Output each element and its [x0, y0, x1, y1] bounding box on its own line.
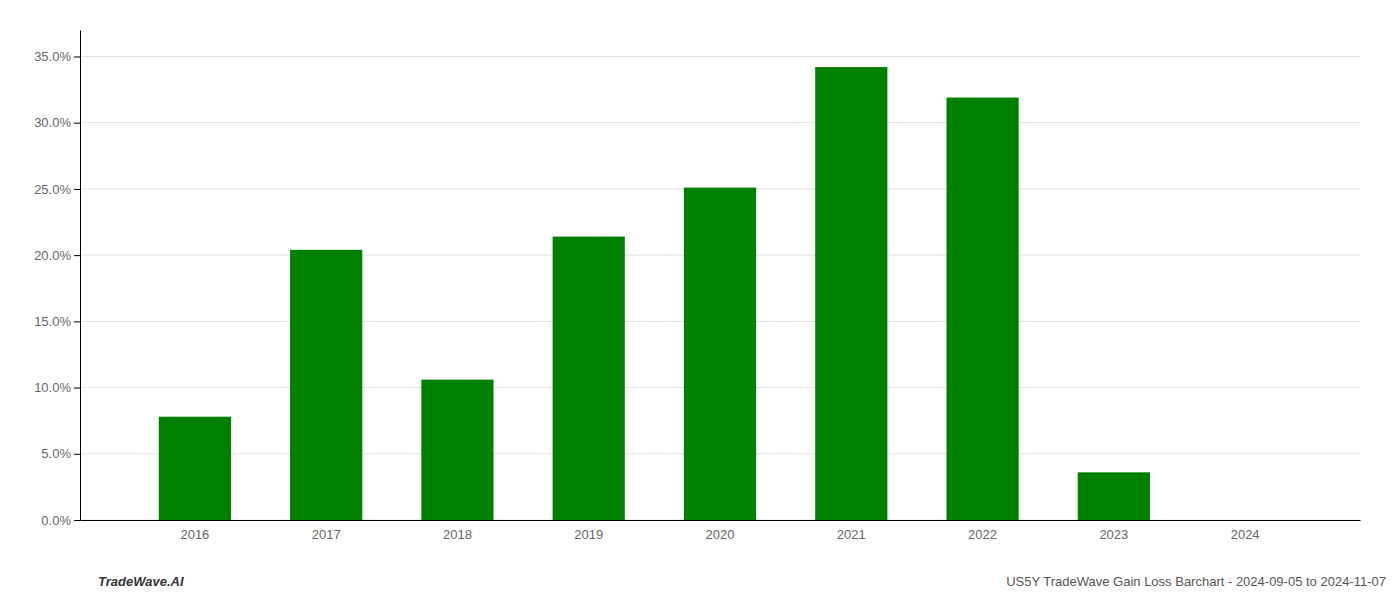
- tick: 2020: [706, 527, 735, 542]
- grid: [80, 56, 1360, 520]
- bar: [290, 250, 362, 520]
- tick-mark: [74, 520, 80, 521]
- tick-label: 10.0%: [34, 380, 71, 395]
- bar: [684, 188, 756, 520]
- axis-line: [80, 31, 81, 521]
- bar: [946, 98, 1018, 520]
- tick: 5.0%: [41, 446, 80, 461]
- tick-label: 2024: [1231, 527, 1260, 542]
- tick-label: 2017: [312, 527, 341, 542]
- x-axis: 2016 2017 2018 2019 2020 2021 2022 2023 2024: [81, 521, 1361, 543]
- tick-mark: [74, 388, 80, 389]
- bar: [553, 237, 625, 520]
- tick-label: 2022: [968, 527, 997, 542]
- tick-mark: [74, 189, 80, 190]
- tick: 2017: [312, 527, 341, 542]
- tick: 2023: [1099, 527, 1128, 542]
- tick: 2024: [1231, 527, 1260, 542]
- bar: [1209, 520, 1281, 521]
- tick-label: 30.0%: [34, 115, 71, 130]
- tick-label: 2019: [574, 527, 603, 542]
- tick: 35.0%: [34, 49, 80, 64]
- chart: 0.0% 5.0% 10.0% 15.0% 20.0% 25.0% 30.0% 35.0% 20…: [0, 0, 1400, 600]
- tick-mark: [74, 255, 80, 256]
- tick-mark: [74, 321, 80, 322]
- bars: [159, 67, 1150, 520]
- tick-label: 15.0%: [34, 314, 71, 329]
- tick-label: 20.0%: [34, 248, 71, 263]
- bar: [159, 417, 231, 520]
- y-axis: 0.0% 5.0% 10.0% 15.0% 20.0% 25.0% 30.0% 35.0%: [34, 31, 80, 528]
- tick: 10.0%: [34, 380, 80, 395]
- tick: 2019: [574, 527, 603, 542]
- grid-line: [80, 56, 1360, 57]
- plot: 0.0% 5.0% 10.0% 15.0% 20.0% 25.0% 30.0% 35.0% 20…: [34, 31, 1360, 543]
- tick-label: 25.0%: [34, 182, 71, 197]
- tick-mark: [74, 123, 80, 124]
- tick-label: 2018: [443, 527, 472, 542]
- tick: 2022: [968, 527, 997, 542]
- tick-mark: [74, 56, 80, 57]
- bar: [421, 380, 493, 520]
- tick: 20.0%: [34, 248, 80, 263]
- tick-label: 2021: [837, 527, 866, 542]
- bar: [815, 67, 887, 520]
- tick: 30.0%: [34, 115, 80, 130]
- tick: 2021: [837, 527, 866, 542]
- axis-line: [81, 520, 1361, 521]
- tick-label: 5.0%: [41, 446, 71, 461]
- tick: 15.0%: [34, 314, 80, 329]
- tick-label: 2020: [706, 527, 735, 542]
- footer-left: TradeWave.AI: [98, 574, 184, 589]
- tick-label: 2023: [1099, 527, 1128, 542]
- tick-label: 2016: [180, 527, 209, 542]
- tick-mark: [74, 454, 80, 455]
- grid-line: [80, 122, 1360, 123]
- footer-right: US5Y TradeWave Gain Loss Barchart - 2024…: [1006, 574, 1386, 589]
- tick: 25.0%: [34, 182, 80, 197]
- tick: 2018: [443, 527, 472, 542]
- tick-label: 0.0%: [41, 513, 71, 528]
- bar: [1078, 472, 1150, 520]
- tick: 2016: [180, 527, 209, 542]
- tick: 0.0%: [41, 513, 80, 528]
- tick-label: 35.0%: [34, 49, 71, 64]
